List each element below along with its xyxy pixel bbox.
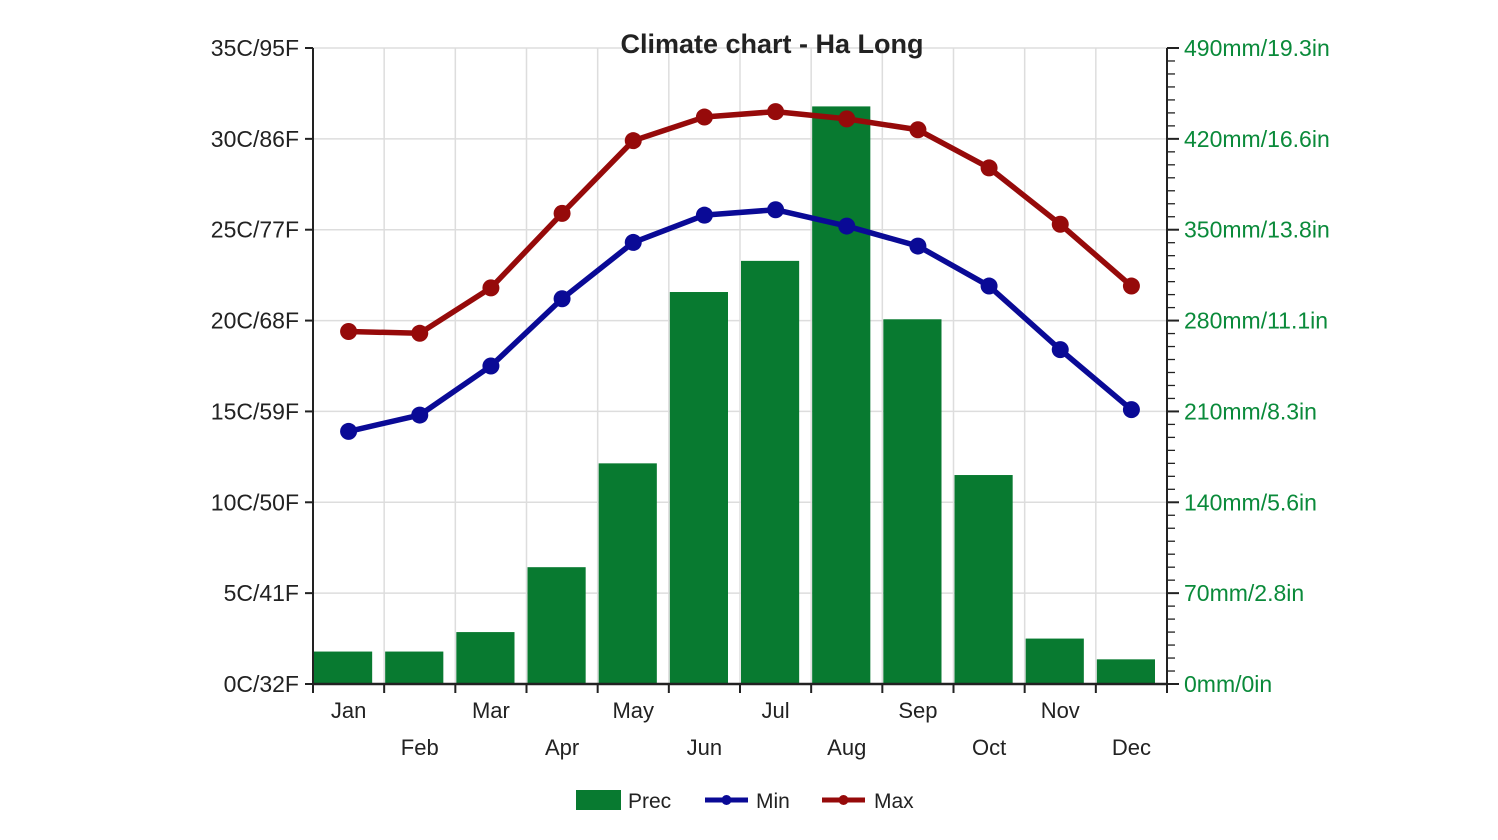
min-point-sep bbox=[909, 237, 927, 255]
min-point-oct bbox=[980, 277, 998, 295]
max-point-jul bbox=[767, 103, 785, 121]
legend-label-prec: Prec bbox=[628, 790, 671, 813]
min-point-feb bbox=[411, 406, 429, 424]
prec-bar-may bbox=[598, 463, 657, 684]
left-tick-label-6: 30C/86F bbox=[211, 126, 299, 152]
left-tick-label-1: 5C/41F bbox=[224, 580, 299, 606]
prec-bar-dec bbox=[1096, 659, 1155, 684]
min-point-jun bbox=[695, 206, 713, 224]
prec-bar-apr bbox=[527, 567, 586, 684]
prec-bar-jun bbox=[669, 292, 728, 684]
grid bbox=[313, 47, 1167, 685]
min-point-may bbox=[624, 233, 642, 251]
max-point-nov bbox=[1051, 215, 1069, 233]
axes: 0C/32F 5C/41F 10C/50F 15C/59F 20C/68F 25C/77F… bbox=[211, 35, 1330, 760]
legend: Prec Min Max bbox=[576, 790, 914, 813]
x-tick-label-jul: Jul bbox=[762, 698, 790, 723]
left-tick-label-0: 0C/32F bbox=[224, 671, 299, 697]
min-point-mar bbox=[482, 357, 500, 375]
x-tick-label-mar: Mar bbox=[472, 698, 510, 723]
x-tick-label-jun: Jun bbox=[687, 735, 722, 760]
x-tick-label-oct: Oct bbox=[972, 735, 1006, 760]
legend-label-max: Max bbox=[874, 790, 914, 813]
prec-bar-oct bbox=[954, 475, 1013, 684]
left-tick-label-4: 20C/68F bbox=[211, 308, 299, 334]
temperature-lines bbox=[340, 103, 1140, 440]
prec-bar-jul bbox=[741, 260, 800, 684]
legend-marker-min bbox=[721, 795, 732, 805]
legend-marker-max bbox=[838, 795, 849, 805]
left-tick-label-2: 10C/50F bbox=[211, 489, 299, 515]
max-point-jun bbox=[695, 108, 713, 126]
x-tick-label-aug: Aug bbox=[827, 735, 866, 760]
prec-bar-nov bbox=[1025, 638, 1084, 684]
left-tick-label-3: 15C/59F bbox=[211, 398, 299, 424]
right-tick-label-2: 140mm/5.6in bbox=[1184, 489, 1317, 515]
x-tick-label-dec: Dec bbox=[1112, 735, 1151, 760]
x-tick-label-apr: Apr bbox=[545, 735, 579, 760]
min-line bbox=[345, 206, 1135, 435]
min-point-jan bbox=[340, 422, 358, 440]
max-point-feb bbox=[411, 324, 429, 342]
right-tick-label-0: 0mm/0in bbox=[1184, 671, 1272, 697]
min-point-aug bbox=[838, 217, 856, 235]
x-tick-label-feb: Feb bbox=[401, 735, 439, 760]
x-tick-label-nov: Nov bbox=[1041, 698, 1080, 723]
prec-bar-mar bbox=[456, 632, 515, 684]
right-tick-label-1: 70mm/2.8in bbox=[1184, 580, 1304, 606]
min-point-jul bbox=[767, 201, 785, 219]
x-tick-label-jan: Jan bbox=[331, 698, 366, 723]
right-tick-label-6: 420mm/16.6in bbox=[1184, 126, 1330, 152]
max-point-aug bbox=[838, 110, 856, 128]
max-point-may bbox=[624, 132, 642, 150]
left-tick-label-7: 35C/95F bbox=[211, 35, 299, 61]
max-point-apr bbox=[553, 204, 571, 222]
min-point-apr bbox=[553, 290, 571, 308]
max-point-jan bbox=[340, 322, 358, 340]
x-tick-label-sep: Sep bbox=[898, 698, 937, 723]
right-tick-label-3: 210mm/8.3in bbox=[1184, 398, 1317, 424]
min-point-nov bbox=[1051, 341, 1069, 359]
right-tick-label-7: 490mm/19.3in bbox=[1184, 35, 1330, 61]
max-point-mar bbox=[482, 279, 500, 297]
prec-bar-aug bbox=[812, 106, 871, 685]
legend-label-min: Min bbox=[756, 790, 790, 813]
max-point-dec bbox=[1122, 277, 1140, 295]
max-point-oct bbox=[980, 159, 998, 177]
right-tick-label-4: 280mm/11.1in bbox=[1184, 308, 1328, 334]
prec-bar-jan bbox=[314, 651, 373, 684]
precipitation-bars bbox=[314, 106, 1155, 685]
chart-title: Climate chart - Ha Long bbox=[620, 29, 923, 59]
x-tick-label-may: May bbox=[612, 698, 654, 723]
max-line bbox=[345, 108, 1135, 337]
left-tick-label-5: 25C/77F bbox=[211, 217, 299, 243]
right-tick-label-5: 350mm/13.8in bbox=[1184, 217, 1330, 243]
legend-swatch-prec bbox=[576, 790, 621, 810]
prec-bar-sep bbox=[883, 319, 942, 684]
min-point-dec bbox=[1122, 401, 1140, 419]
prec-bar-feb bbox=[385, 651, 444, 684]
max-point-sep bbox=[909, 121, 927, 139]
